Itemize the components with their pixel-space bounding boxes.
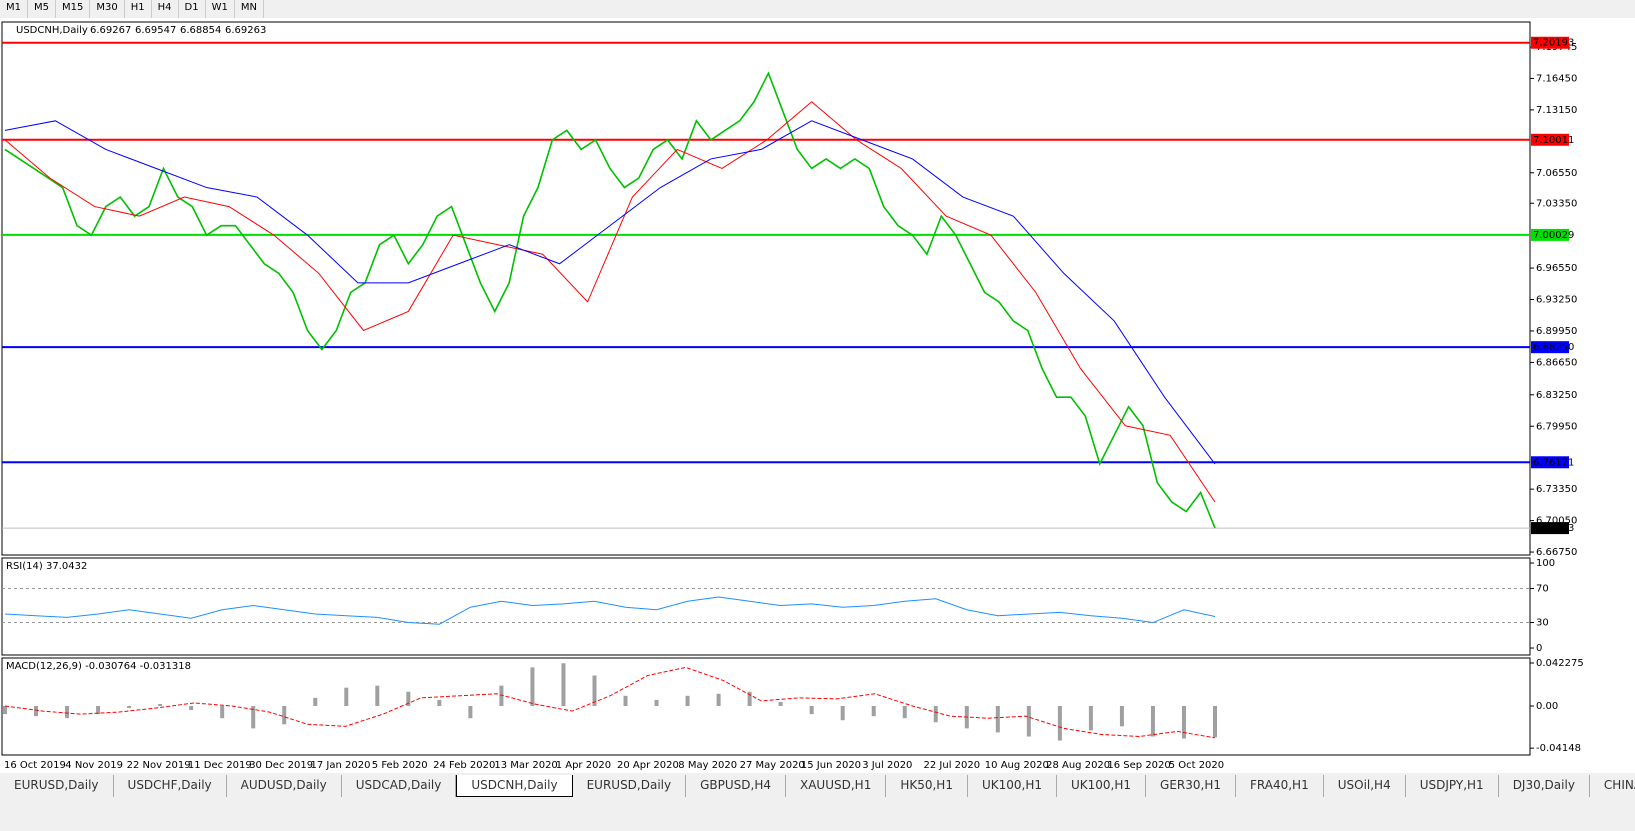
timeframe-button[interactable]: M30 bbox=[90, 0, 125, 18]
series-line bbox=[4, 666, 1216, 739]
y-tick-label: -0.04148 bbox=[1536, 743, 1581, 754]
chart-tab[interactable]: DJ30,Daily bbox=[1499, 775, 1590, 797]
x-tick-label: 20 Apr 2020 bbox=[617, 760, 679, 771]
y-tick-label: 6.66750 bbox=[1536, 547, 1577, 558]
x-tick-label: 5 Oct 2020 bbox=[1169, 760, 1224, 771]
y-tick-label: 0.042275 bbox=[1536, 658, 1584, 669]
level-label-bg bbox=[1531, 522, 1569, 535]
pane-border bbox=[1, 657, 1531, 756]
chart-tab[interactable]: UK100,H1 bbox=[1057, 775, 1147, 797]
level-label: 6.88250 bbox=[1533, 342, 1574, 353]
y-tick-label: 6.86650 bbox=[1536, 357, 1577, 368]
pane-border bbox=[1, 557, 1531, 656]
chart-bg bbox=[0, 18, 1635, 773]
timeframe-button[interactable]: M5 bbox=[28, 0, 56, 18]
level-label: 7.10011 bbox=[1533, 135, 1574, 146]
x-tick-label: 16 Oct 2019 bbox=[4, 760, 66, 771]
x-tick-label: 4 Nov 2019 bbox=[65, 760, 123, 771]
x-tick-label: 24 Feb 2020 bbox=[433, 760, 495, 771]
chart-tab[interactable]: EURUSD,Daily bbox=[573, 775, 687, 797]
x-tick-label: 8 May 2020 bbox=[678, 760, 737, 771]
series-line bbox=[4, 120, 1216, 465]
x-tick-label: 27 May 2020 bbox=[740, 760, 805, 771]
series-line bbox=[4, 596, 1216, 625]
y-tick-label: 100 bbox=[1536, 558, 1555, 569]
pane-title: RSI(14) 37.0432 bbox=[6, 561, 87, 572]
pane-title: MACD(12,26,9) -0.030764 -0.031318 bbox=[6, 661, 191, 672]
chart-tab[interactable]: GER30,H1 bbox=[1146, 775, 1236, 797]
level-label-bg bbox=[1531, 133, 1569, 146]
chart-tab[interactable]: USDCNH,Daily bbox=[456, 775, 573, 797]
quote: 6.68854 bbox=[180, 25, 221, 36]
chart-tab[interactable]: CHINA300,H1 bbox=[1590, 775, 1635, 797]
timeframe-button[interactable]: D1 bbox=[179, 0, 206, 18]
chart-tab[interactable]: HK50,H1 bbox=[886, 775, 968, 797]
chart-tab[interactable]: AUDUSD,Daily bbox=[227, 775, 342, 797]
level-label: 7.20193 bbox=[1533, 38, 1574, 49]
timeframe-button[interactable]: MN bbox=[235, 0, 264, 18]
pane-title: USDCNH,Daily bbox=[16, 25, 88, 36]
x-tick-label: 5 Feb 2020 bbox=[372, 760, 428, 771]
level-label-bg bbox=[1531, 456, 1569, 469]
series-line bbox=[4, 101, 1216, 503]
y-tick-label: 6.73350 bbox=[1536, 484, 1577, 495]
x-tick-label: 11 Dec 2019 bbox=[188, 760, 252, 771]
series-line bbox=[4, 71, 1216, 529]
timeframe-button[interactable]: H1 bbox=[125, 0, 152, 18]
y-tick-label: 7.06550 bbox=[1536, 168, 1577, 179]
chart-tab[interactable]: USDCHF,Daily bbox=[114, 775, 227, 797]
y-tick-label: 30 bbox=[1536, 618, 1549, 629]
quote: 6.69547 bbox=[135, 25, 176, 36]
quote: 6.69267 bbox=[90, 25, 131, 36]
chart-tab[interactable]: USDJPY,H1 bbox=[1406, 775, 1499, 797]
y-tick-label: 6.83250 bbox=[1536, 390, 1577, 401]
x-tick-label: 28 Aug 2020 bbox=[1046, 760, 1110, 771]
quote: 6.69263 bbox=[225, 25, 266, 36]
pane-border bbox=[1, 21, 1531, 556]
chart-tab[interactable]: GBPUSD,H4 bbox=[686, 775, 786, 797]
x-tick-label: 22 Jul 2020 bbox=[924, 760, 981, 771]
chart-tab[interactable]: USDCAD,Daily bbox=[342, 775, 457, 797]
y-tick-label: 7.13150 bbox=[1536, 105, 1577, 116]
level-label: 6.69263 bbox=[1533, 523, 1574, 534]
timeframe-button[interactable]: H4 bbox=[152, 0, 179, 18]
y-tick-label: 6.70050 bbox=[1536, 516, 1577, 527]
x-tick-label: 10 Aug 2020 bbox=[985, 760, 1049, 771]
level-label-bg bbox=[1531, 36, 1569, 49]
chart: USDCNH,Daily 6.69267 6.69547 6.68854 6.69263… bbox=[0, 18, 1635, 773]
chart-tab[interactable]: USOil,H4 bbox=[1324, 775, 1406, 797]
level-label-bg bbox=[1531, 341, 1569, 354]
timeframe-button[interactable]: M1 bbox=[0, 0, 28, 18]
x-tick-label: 3 Jul 2020 bbox=[862, 760, 912, 771]
level-label: 6.76171 bbox=[1533, 457, 1574, 468]
y-tick-label: 7.16450 bbox=[1536, 73, 1577, 84]
x-tick-label: 22 Nov 2019 bbox=[127, 760, 191, 771]
y-tick-label: 0 bbox=[1536, 643, 1542, 654]
x-tick-label: 13 Mar 2020 bbox=[494, 760, 557, 771]
chart-tab[interactable]: UK100,H1 bbox=[968, 775, 1057, 797]
level-label: 7.00029 bbox=[1533, 230, 1574, 241]
y-tick-label: 6.79950 bbox=[1536, 421, 1577, 432]
y-tick-label: 6.89950 bbox=[1536, 326, 1577, 337]
chart-tab[interactable]: FRA40,H1 bbox=[1236, 775, 1324, 797]
y-tick-label: 70 bbox=[1536, 584, 1549, 595]
x-tick-label: 15 Jun 2020 bbox=[801, 760, 861, 771]
x-tick-label: 17 Jan 2020 bbox=[311, 760, 371, 771]
x-tick-label: 16 Sep 2020 bbox=[1107, 760, 1170, 771]
chart-tab[interactable]: EURUSD,Daily bbox=[0, 775, 114, 797]
x-tick-label: 1 Apr 2020 bbox=[556, 760, 611, 771]
level-label-bg bbox=[1531, 228, 1569, 241]
y-tick-label: 7.03350 bbox=[1536, 198, 1577, 209]
toolbar: M1 M5 M15 M30 H1 H4 D1 W1 MN bbox=[0, 0, 1635, 18]
x-tick-label: 30 Dec 2019 bbox=[249, 760, 313, 771]
chart-tab[interactable]: XAUUSD,H1 bbox=[786, 775, 887, 797]
tabs: EURUSD,Daily USDCHF,Daily AUDUSD,Daily USDC… bbox=[0, 775, 1635, 797]
timeframe-button[interactable]: M15 bbox=[56, 0, 91, 18]
timeframe-button[interactable]: W1 bbox=[206, 0, 235, 18]
y-tick-label: 6.96550 bbox=[1536, 263, 1577, 274]
y-tick-label: 0.00 bbox=[1536, 701, 1558, 712]
y-tick-label: 6.93250 bbox=[1536, 295, 1577, 306]
